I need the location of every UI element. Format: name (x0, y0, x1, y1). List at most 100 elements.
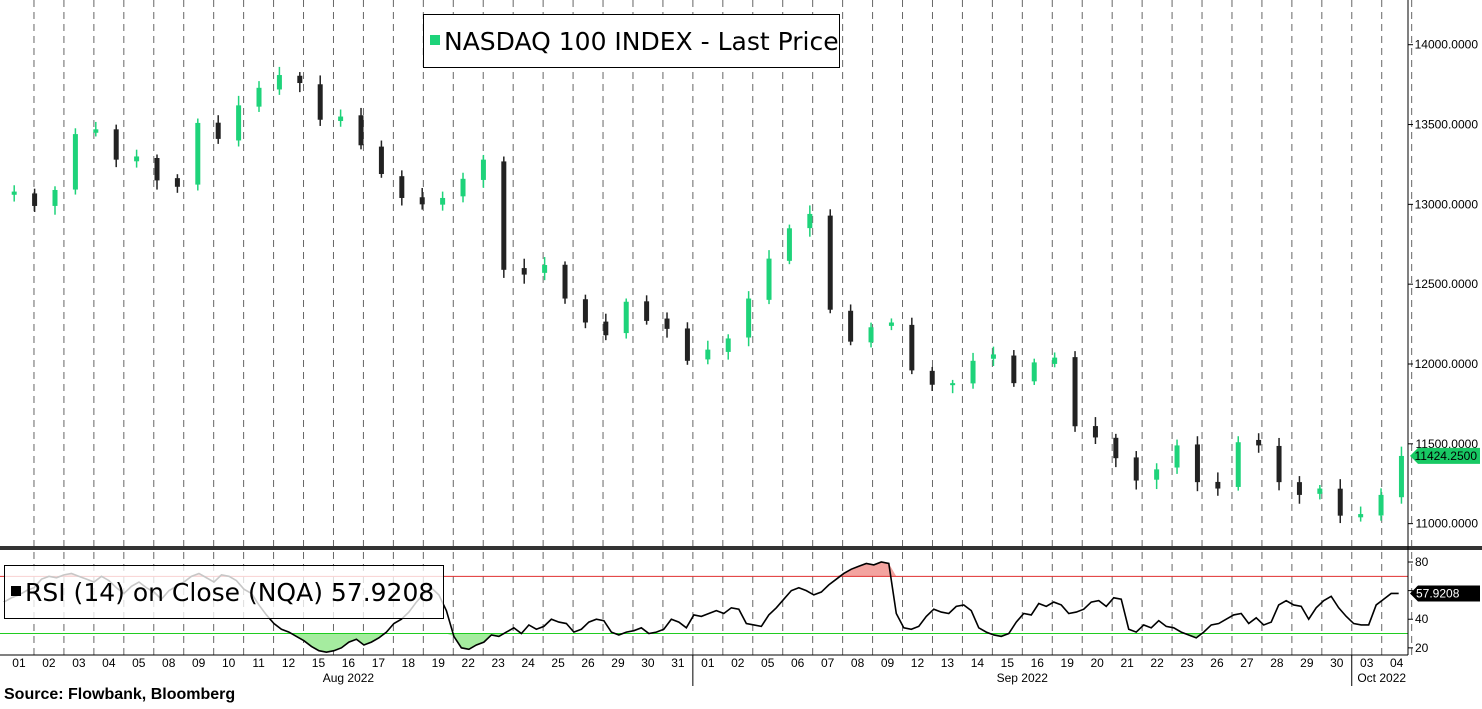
last-price-label: 11424.2500 (1414, 449, 1477, 463)
price-y-tick-label: 11500.0000 (1415, 437, 1478, 451)
candle-body (1235, 442, 1241, 487)
candle-body (1011, 355, 1017, 384)
x-day-label: 08 (851, 656, 865, 670)
rsi-legend: RSI (14) on Close (NQA) 57.9208 (4, 565, 444, 619)
x-day-label: 01 (12, 656, 26, 670)
last-price-badge (1410, 447, 1480, 464)
x-day-label: 15 (312, 656, 326, 670)
rsi-oversold-fill (4, 633, 1399, 653)
rsi-y-tick-label: 80 (1415, 555, 1429, 569)
rsi-y-tick-label: 20 (1415, 641, 1429, 655)
candle-body (1031, 362, 1037, 382)
rsi-fills (4, 562, 1399, 653)
candle-body (1256, 439, 1262, 446)
candle-body (1378, 494, 1384, 516)
x-day-label: 27 (1240, 656, 1254, 670)
candle-body (807, 213, 813, 229)
x-day-label: 12 (911, 656, 925, 670)
x-day-label: 13 (941, 656, 955, 670)
price-candles (11, 66, 1404, 524)
price-y-tick-label: 14000.0000 (1415, 38, 1479, 52)
x-day-label: 19 (1061, 656, 1075, 670)
x-day-label: 23 (491, 656, 505, 670)
rsi-legend-swatch-icon (11, 586, 21, 596)
x-day-label: 19 (432, 656, 446, 670)
candle-body (990, 354, 996, 359)
candle-body (1296, 482, 1302, 495)
x-day-label: 08 (162, 656, 176, 670)
candle-body (766, 258, 772, 300)
candle-body (1113, 437, 1119, 459)
x-day-label: 05 (132, 656, 146, 670)
candle-body (684, 328, 690, 361)
candle-body (542, 265, 548, 273)
x-day-label: 10 (222, 656, 236, 670)
price-y-tick-label: 13000.0000 (1415, 197, 1479, 211)
candle-body (399, 176, 405, 198)
candle-body (848, 310, 854, 342)
x-day-label: 09 (881, 656, 895, 670)
x-day-label: 14 (971, 656, 985, 670)
x-day-label: 18 (402, 656, 416, 670)
x-month-label: Aug 2022 (323, 671, 375, 685)
rsi-last-label: 57.9208 (1416, 586, 1460, 600)
x-day-label: 28 (1270, 656, 1284, 670)
x-day-label: 07 (821, 656, 835, 670)
rsi-y-tick-label: 40 (1415, 612, 1429, 626)
x-day-label: 09 (192, 656, 206, 670)
candle-body (1092, 426, 1098, 438)
x-day-label: 26 (1210, 656, 1224, 670)
candle-body (378, 146, 384, 175)
x-day-label: 11 (252, 656, 265, 670)
candle-body (215, 122, 221, 139)
price-legend-label: NASDAQ 100 INDEX - Last Price (444, 27, 839, 56)
x-day-label: 06 (791, 656, 805, 670)
price-legend-swatch-icon (430, 35, 440, 45)
candle-body (746, 298, 752, 338)
x-day-label: 23 (1180, 656, 1194, 670)
x-day-label: 12 (282, 656, 296, 670)
candle-body (1358, 514, 1364, 518)
x-day-label: 22 (462, 656, 476, 670)
rsi-legend-label: RSI (14) on Close (NQA) 57.9208 (25, 578, 435, 607)
price-legend: NASDAQ 100 INDEX - Last Price (423, 14, 840, 68)
candle-body (154, 158, 160, 181)
candle-body (317, 84, 323, 120)
x-month-label: Oct 2022 (1357, 671, 1406, 685)
candle-body (562, 264, 568, 299)
x-day-label: 01 (701, 656, 715, 670)
price-y-tick-label: 12000.0000 (1415, 357, 1479, 371)
candle-body (1133, 457, 1139, 481)
x-day-label: 29 (1300, 656, 1314, 670)
candle-body (623, 301, 629, 334)
x-day-label: 24 (521, 656, 535, 670)
x-day-label: 31 (671, 656, 685, 670)
grid-lines (33, 0, 1413, 655)
candle-body (297, 75, 303, 84)
candle-body (276, 75, 282, 90)
price-y-tick-label: 12500.0000 (1415, 277, 1479, 291)
candle-body (1337, 488, 1343, 516)
candle-body (338, 116, 344, 122)
candle-body (1317, 488, 1323, 494)
candle-body (72, 134, 78, 190)
candle-body (888, 322, 894, 326)
candle-body (644, 301, 650, 321)
candle-body (1154, 469, 1160, 480)
candle-body (32, 193, 38, 206)
x-day-label: 21 (1120, 656, 1134, 670)
panel-divider (0, 546, 1482, 550)
rsi-last-badge (1410, 585, 1480, 602)
candle-body (501, 161, 507, 270)
x-day-label: 03 (1360, 656, 1374, 670)
candle-body (1052, 357, 1058, 364)
candle-body (1215, 481, 1221, 489)
candle-body (1276, 445, 1282, 483)
x-day-label: 30 (641, 656, 655, 670)
x-day-label: 17 (372, 656, 386, 670)
x-day-label: 04 (1390, 656, 1404, 670)
candle-body (1174, 445, 1180, 468)
candle-body (195, 122, 201, 185)
candle-body (1072, 357, 1078, 427)
